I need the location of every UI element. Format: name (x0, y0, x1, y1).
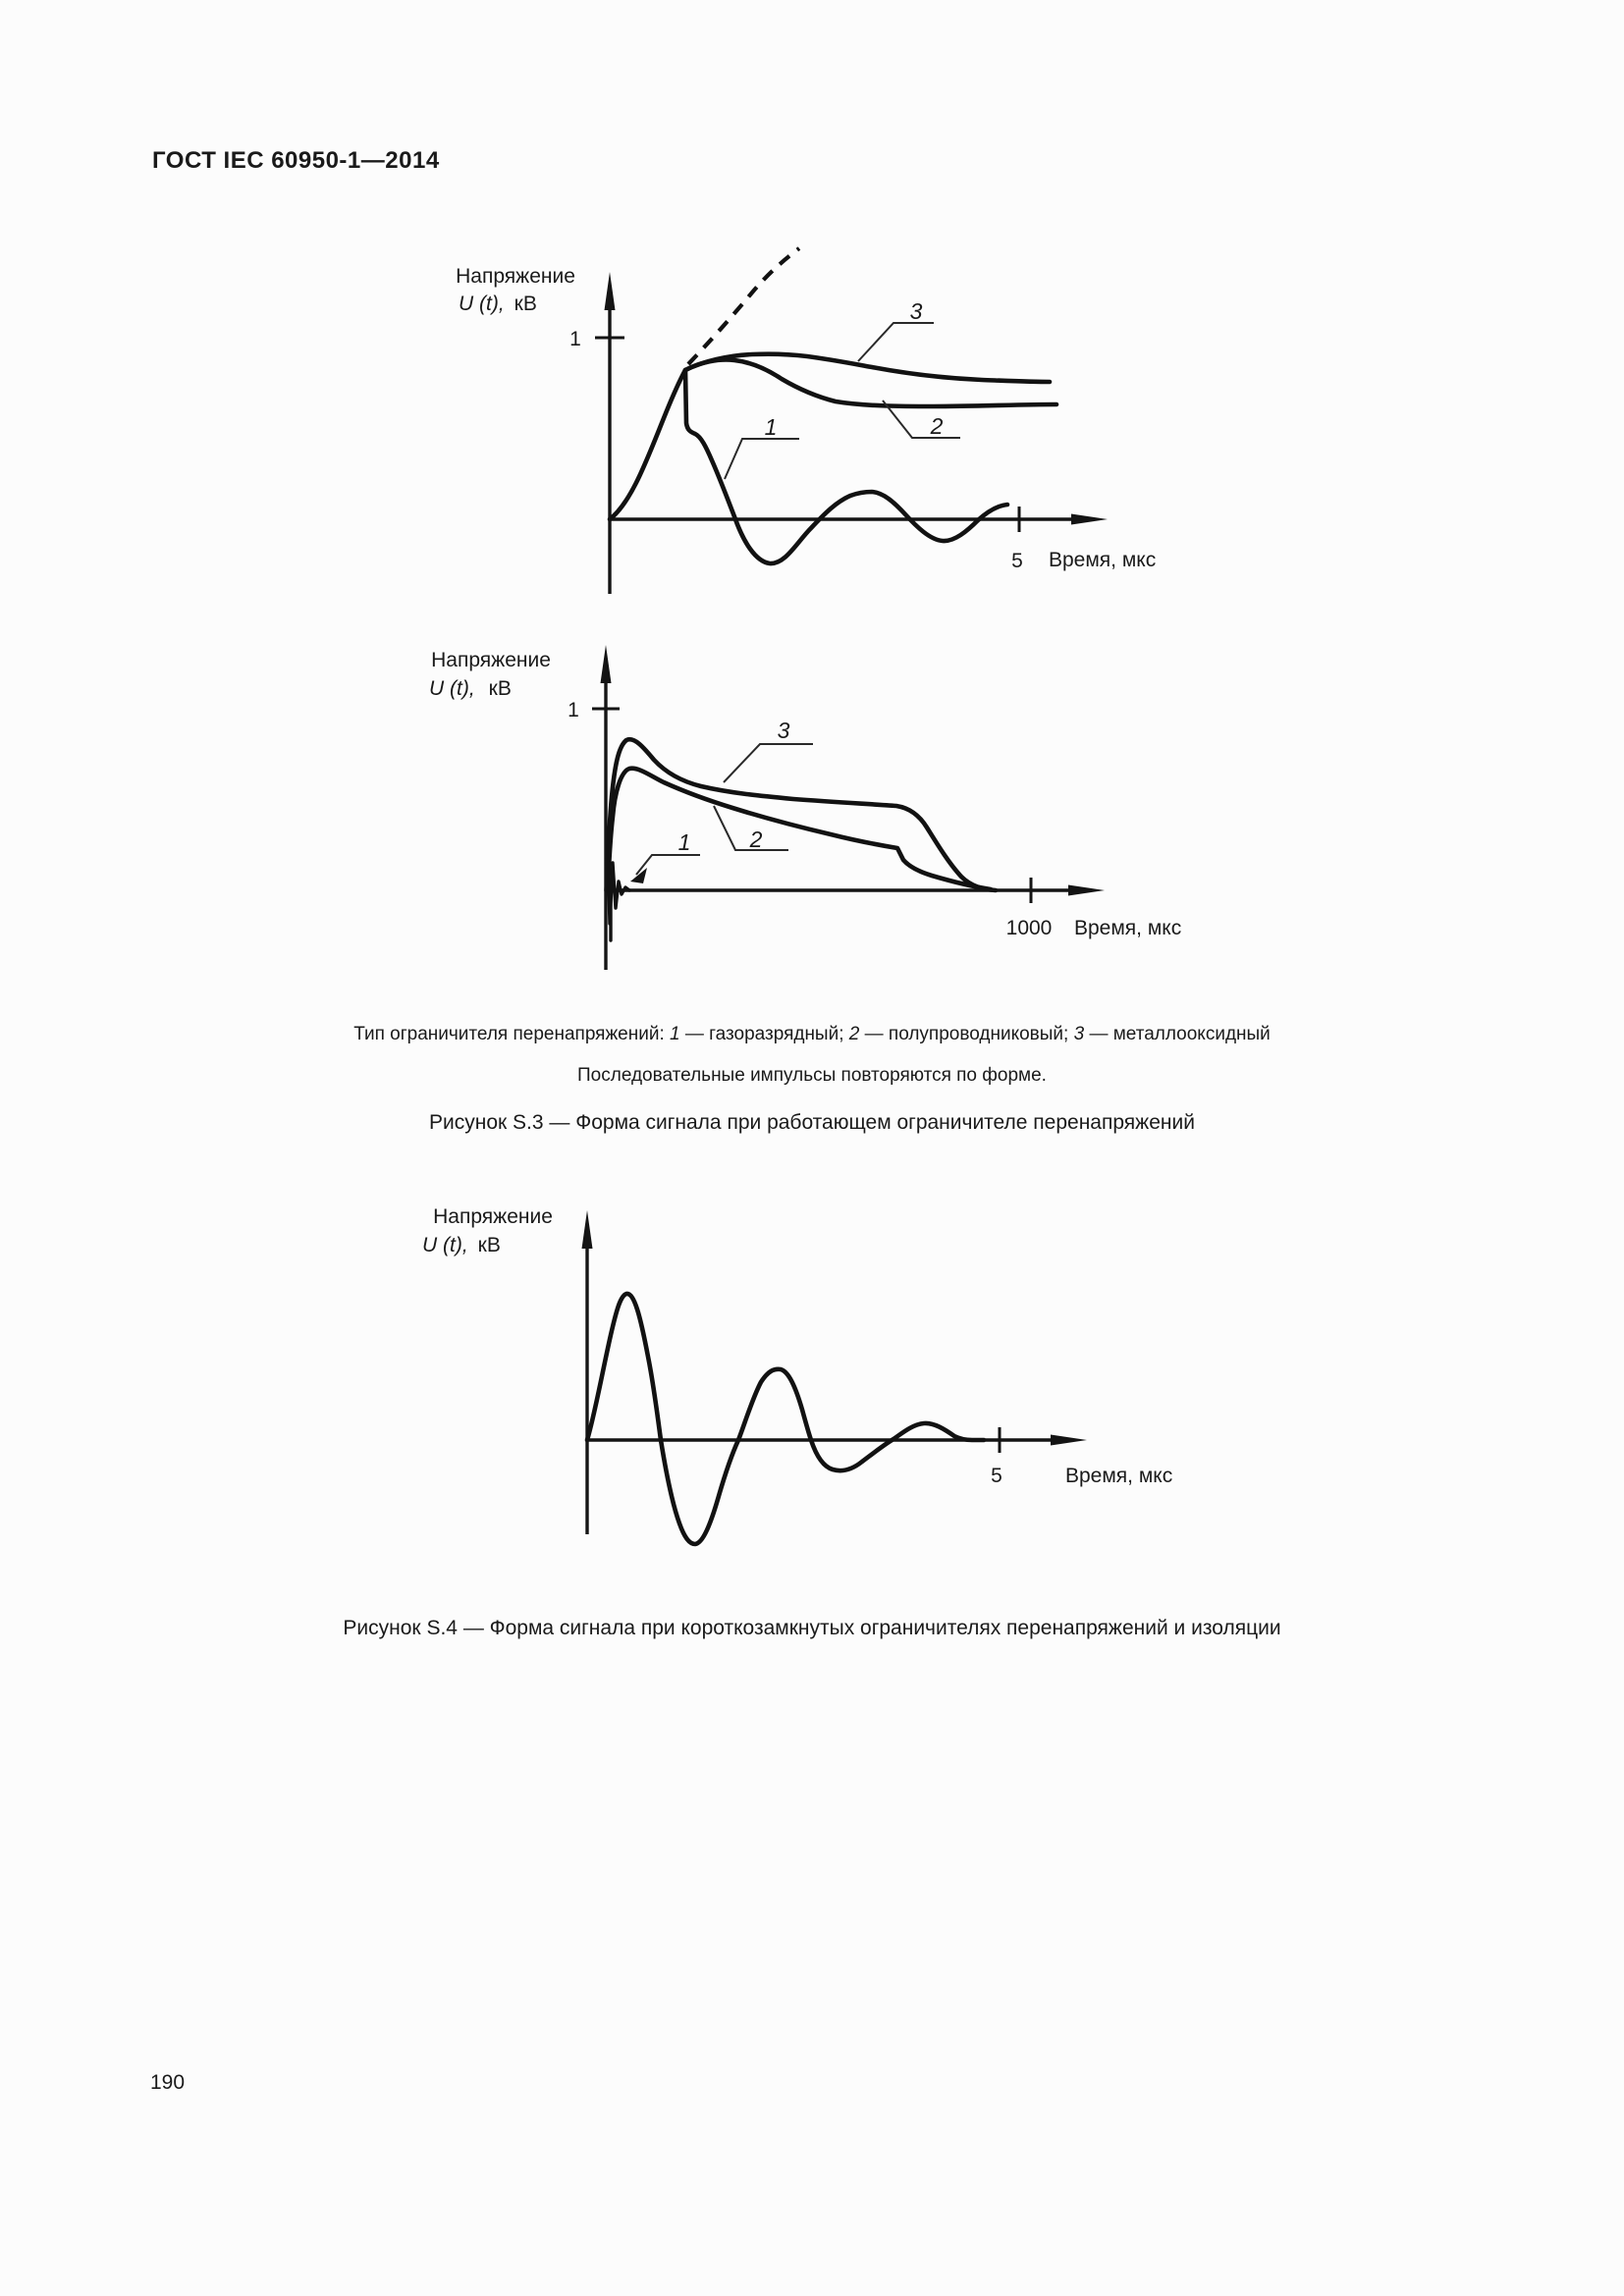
repeat-note: Последовательные импульсы повторяются по… (577, 1065, 1047, 1086)
x-tick-label: 1000 (1006, 917, 1053, 939)
curve-3-metal-oxide (604, 736, 999, 893)
figure-s4-caption: Рисунок S.4 — Форма сигнала при короткоз… (343, 1617, 1281, 1639)
note-text: — газоразрядный; (679, 1024, 849, 1044)
curve-label-2: 2 (749, 827, 763, 852)
curve-label-1: 1 (678, 829, 691, 855)
voltage-axis-unit-label: U (t), кВ (459, 293, 537, 315)
damped-oscillation-curve (584, 1291, 987, 1547)
x-tick-label: 5 (1011, 550, 1023, 572)
suppressor-type-note: Тип ограничителя перенапряжений: 1 — газ… (0, 1024, 1624, 1045)
curve-label-1: 1 (765, 414, 778, 440)
curve-2-semiconductor (605, 766, 994, 893)
leader-line-3 (857, 322, 934, 362)
y-tick-label: 1 (569, 328, 581, 350)
y-axis-arrowhead-icon (581, 1210, 593, 1249)
voltage-axis-unit-label: U (t), кВ (429, 677, 512, 700)
x-tick-label: 5 (991, 1465, 1002, 1487)
note-text: — металлооксидный (1084, 1024, 1271, 1044)
curve-label-3: 3 (910, 298, 923, 324)
page-number: 190 (150, 2071, 186, 2094)
figure-s3-top-chart: Напряжение U (t), кВ 1 5 Время, мкс 3 1 2 (456, 246, 1156, 594)
x-axis-arrowhead-icon (1051, 1434, 1087, 1446)
common-rise-curve (607, 367, 688, 522)
figure-s3-caption: Рисунок S.3 — Форма сигнала при работающ… (429, 1111, 1195, 1134)
x-axis-arrowhead-icon (1068, 884, 1105, 896)
figure-s4-chart: Напряжение U (t), кВ 5 Время, мкс (422, 1205, 1172, 1547)
leader-line-1 (635, 854, 700, 876)
time-axis-label: Время, мкс (1049, 549, 1156, 571)
curve-label-3: 3 (778, 718, 790, 743)
curve-2-semiconductor (682, 357, 1059, 409)
figure-s3-bottom-chart: Напряжение U (t), кВ 1 1000 Время, мкс 3 … (429, 645, 1181, 970)
y-axis-arrowhead-icon (604, 272, 616, 310)
note-italic-2: 2 (848, 1024, 860, 1044)
curve-3-metal-oxide (682, 351, 1053, 385)
note-italic-1: 1 (670, 1024, 680, 1044)
y-axis-arrowhead-icon (600, 645, 612, 683)
note-text: Тип ограничителя перенапряжений: (353, 1024, 671, 1044)
x-axis-arrowhead-icon (1071, 513, 1108, 525)
voltage-axis-label: Напряжение (431, 649, 551, 671)
leader-line-3 (723, 743, 813, 783)
curve-label-2: 2 (930, 413, 944, 439)
time-axis-label: Время, мкс (1074, 917, 1181, 939)
y-tick-label: 1 (568, 699, 579, 721)
curve-1-gas-discharge (682, 367, 1010, 566)
page-header: ГОСТ IEC 60950-1—2014 (152, 147, 440, 174)
leader-line-2 (713, 805, 788, 851)
curve-1-gas-discharge-spike (604, 848, 631, 926)
voltage-axis-unit-label: U (t), кВ (422, 1234, 501, 1256)
leader-1-arrowhead-icon (630, 868, 647, 883)
time-axis-label: Время, мкс (1065, 1465, 1172, 1487)
leader-line-1 (724, 438, 799, 480)
voltage-axis-label: Напряжение (456, 265, 575, 288)
note-text: — полупроводниковый; (859, 1024, 1074, 1044)
note-italic-3: 3 (1073, 1024, 1085, 1044)
leader-line-2 (882, 400, 960, 439)
voltage-axis-label: Напряжение (433, 1205, 553, 1228)
unclamped-impulse-dashed-curve (686, 246, 801, 366)
